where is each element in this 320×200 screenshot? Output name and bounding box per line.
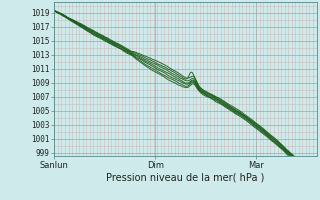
X-axis label: Pression niveau de la mer( hPa ): Pression niveau de la mer( hPa ) (107, 173, 265, 183)
